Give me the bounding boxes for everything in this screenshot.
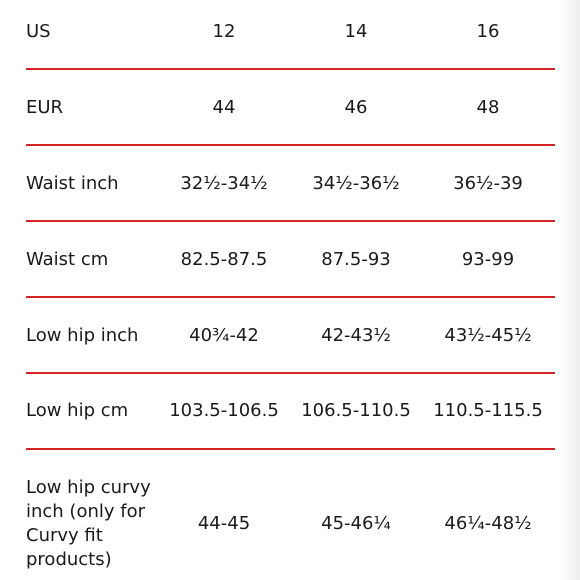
waist-cm-cell: 87.5-93	[321, 249, 391, 270]
waist-cm-cell: 93-99	[461, 249, 515, 270]
row-divider	[26, 296, 555, 298]
row-label-us: US	[26, 21, 51, 42]
row-label-low-hip-cm: Low hip cm	[26, 400, 129, 421]
eur-size-cell: 44	[212, 97, 236, 118]
row-divider	[26, 144, 555, 146]
eur-size-cell: 46	[344, 97, 368, 118]
us-size-cell: 16	[476, 21, 500, 42]
table-row: Low hip inch 40¾-42 42-43½ 43½-45½	[0, 312, 580, 360]
waist-inch-cell: 32½-34½	[180, 173, 268, 194]
low-hip-curvy-inch-cell: 45-46¼	[321, 513, 391, 534]
row-divider	[26, 372, 555, 374]
low-hip-inch-cell: 42-43½	[321, 325, 391, 346]
low-hip-cm-cell: 103.5-106.5	[169, 400, 279, 421]
low-hip-curvy-inch-cell: 46¼-48½	[444, 513, 532, 534]
low-hip-curvy-inch-cell: 44-45	[197, 513, 251, 534]
us-size-cell: 14	[344, 21, 368, 42]
low-hip-cm-cell: 106.5-110.5	[301, 400, 411, 421]
waist-inch-cell: 34½-36½	[312, 173, 400, 194]
row-label-eur: EUR	[26, 97, 64, 118]
low-hip-cm-cell: 110.5-115.5	[433, 400, 543, 421]
waist-inch-cell: 36½-39	[453, 173, 523, 194]
table-row: Waist inch 32½-34½ 34½-36½ 36½-39	[0, 160, 580, 208]
table-row: Waist cm 82.5-87.5 87.5-93 93-99	[0, 236, 580, 284]
table-row: Low hip cm 103.5-106.5 106.5-110.5 110.5…	[0, 387, 580, 435]
row-divider	[26, 448, 555, 450]
low-hip-inch-cell: 43½-45½	[444, 325, 532, 346]
table-row: EUR 44 46 48	[0, 84, 580, 132]
us-size-cell: 12	[212, 21, 236, 42]
table-row: US 12 14 16	[0, 8, 580, 56]
row-divider	[26, 68, 555, 70]
waist-cm-cell: 82.5-87.5	[180, 249, 268, 270]
row-label-waist-inch: Waist inch	[26, 173, 119, 194]
eur-size-cell: 48	[476, 97, 500, 118]
row-divider	[26, 220, 555, 222]
page-edge-shadow	[558, 0, 580, 580]
table-row: Low hip curvy inch (only for Curvy fit p…	[0, 474, 580, 574]
row-label-low-hip-curvy-inch: Low hip curvy inch (only for Curvy fit p…	[26, 477, 151, 570]
row-label-low-hip-inch: Low hip inch	[26, 325, 139, 346]
row-label-waist-cm: Waist cm	[26, 249, 109, 270]
low-hip-inch-cell: 40¾-42	[189, 325, 259, 346]
